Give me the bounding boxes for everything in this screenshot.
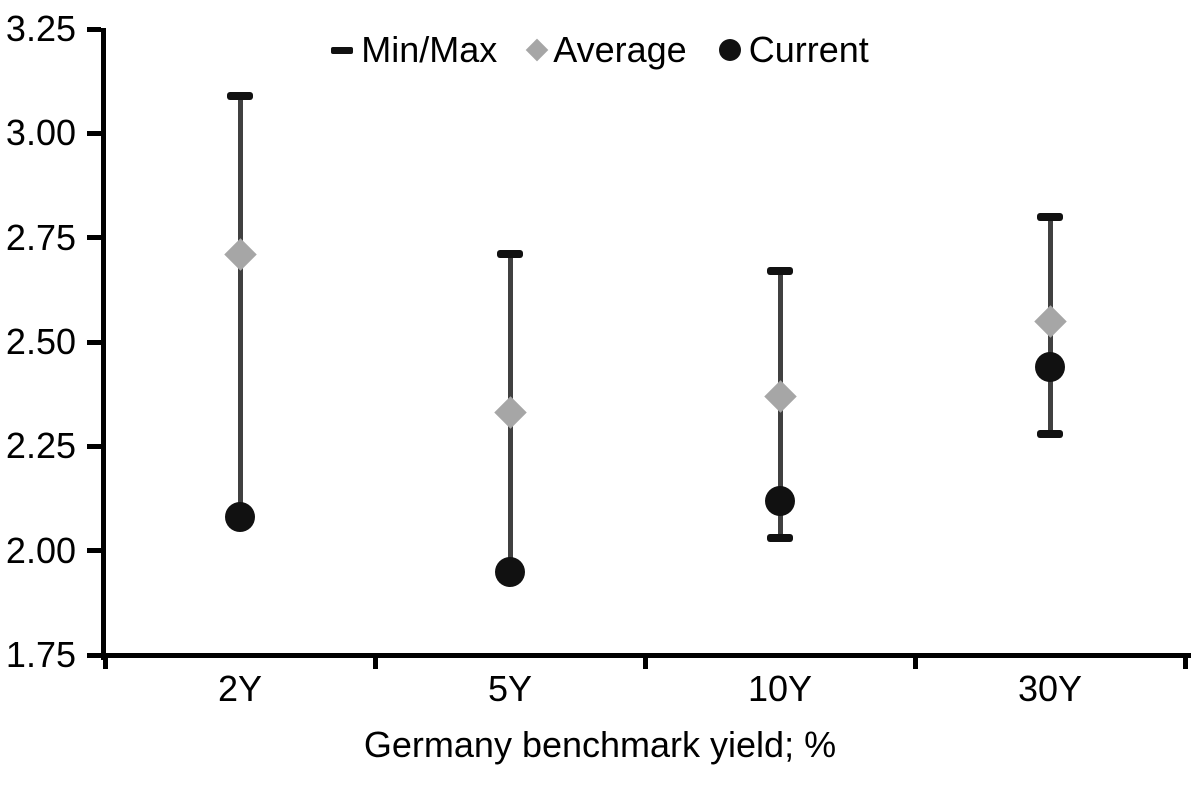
legend-label-minmax: Min/Max xyxy=(361,29,498,70)
legend-item-minmax: Min/Max xyxy=(331,29,497,71)
average-point xyxy=(493,396,527,430)
chart-legend: Min/Max Average Current xyxy=(0,29,1200,71)
current-point xyxy=(225,502,255,533)
legend-item-average: Average xyxy=(525,29,687,71)
min-cap-marker xyxy=(767,534,793,543)
y-tick xyxy=(86,26,101,32)
x-tick xyxy=(642,655,648,669)
max-cap-marker xyxy=(767,267,793,276)
x-axis-title: Germany benchmark yield; % xyxy=(363,724,837,765)
y-tick-label: 2.50 xyxy=(5,321,76,362)
minmax-dash-icon xyxy=(331,46,354,54)
x-tick xyxy=(372,655,378,669)
average-point xyxy=(223,238,257,271)
y-tick-label: 1.75 xyxy=(5,634,76,675)
y-tick xyxy=(86,339,101,345)
average-point xyxy=(763,379,797,413)
y-tick-label: 3.25 xyxy=(5,8,76,49)
x-category-label: 30Y xyxy=(1017,668,1083,709)
y-axis-line xyxy=(100,28,106,660)
current-point xyxy=(1035,352,1065,383)
x-category-label: 5Y xyxy=(487,668,533,709)
legend-label-current: Current xyxy=(748,29,869,70)
legend-item-current: Current xyxy=(718,29,869,71)
max-cap-marker xyxy=(1037,212,1063,221)
current-circle-icon xyxy=(718,39,741,61)
x-tick xyxy=(1182,655,1188,669)
y-tick xyxy=(86,443,101,449)
x-category-label: 10Y xyxy=(747,668,813,709)
x-category-label: 2Y xyxy=(217,668,263,709)
y-tick xyxy=(86,652,101,658)
x-tick xyxy=(912,655,918,669)
current-point xyxy=(495,556,525,587)
current-point xyxy=(765,485,795,516)
y-tick xyxy=(86,235,101,241)
y-tick-label: 3.00 xyxy=(5,112,76,154)
min-cap-marker xyxy=(1037,429,1063,438)
x-tick xyxy=(102,655,108,669)
y-tick xyxy=(86,548,101,554)
minmax-range-line xyxy=(237,95,243,518)
max-cap-marker xyxy=(227,91,253,100)
y-tick-label: 2.75 xyxy=(5,216,76,258)
legend-label-average: Average xyxy=(553,29,687,70)
y-tick-label: 2.00 xyxy=(5,529,76,571)
y-tick xyxy=(86,130,101,136)
max-cap-marker xyxy=(497,250,523,259)
y-tick-label: 2.25 xyxy=(5,425,76,467)
average-point xyxy=(1033,304,1067,338)
